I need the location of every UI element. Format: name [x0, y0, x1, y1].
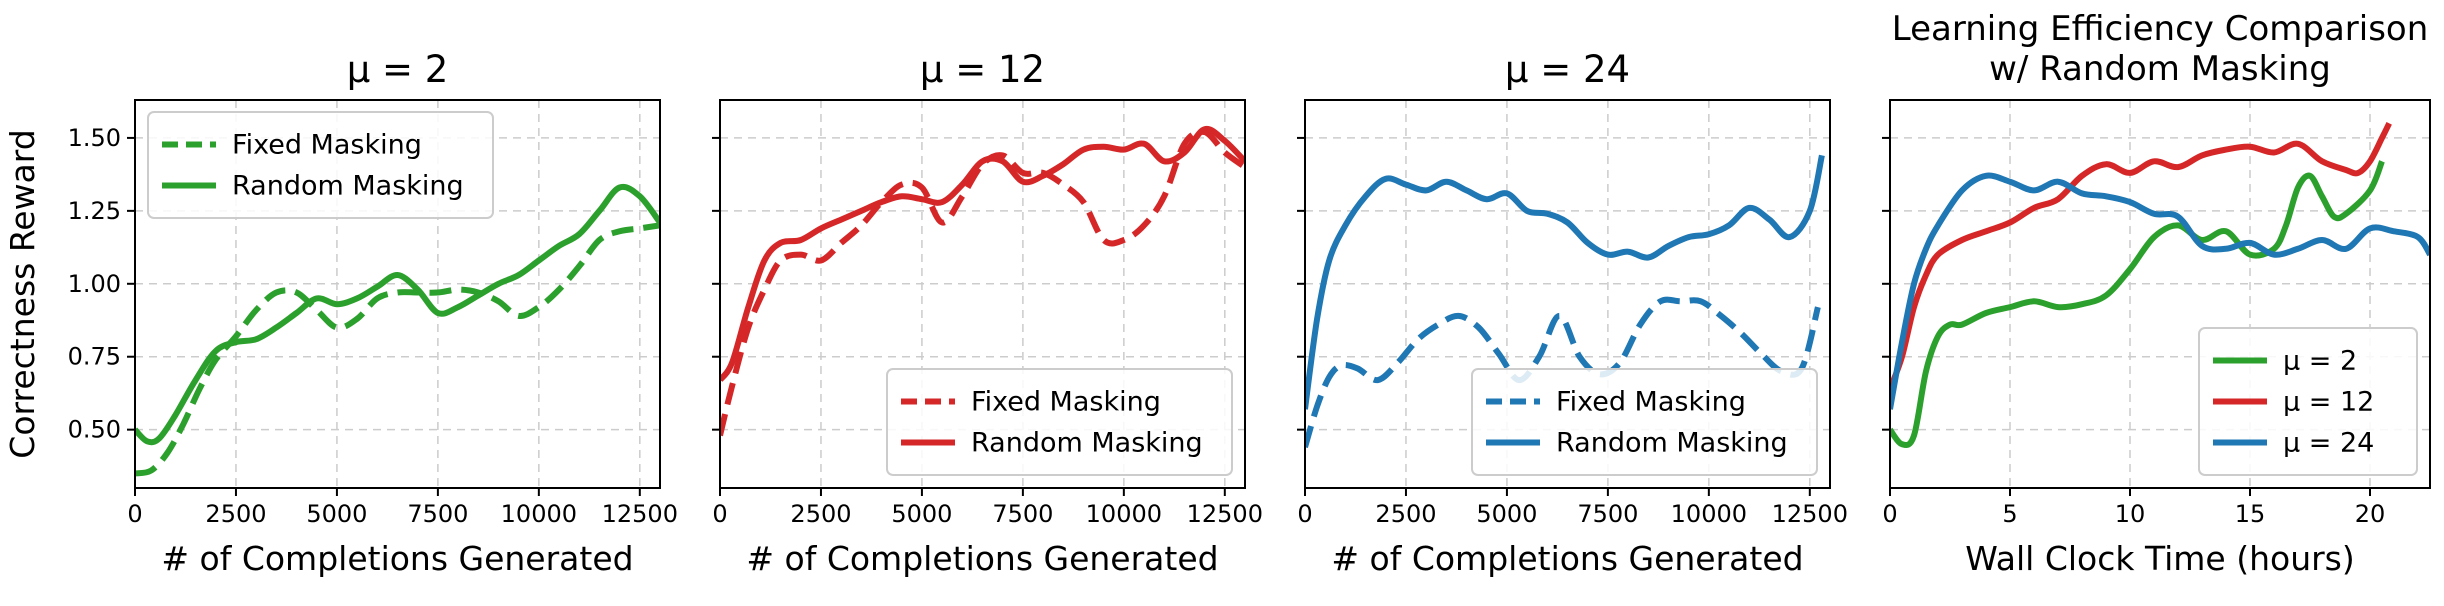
legend-box [2198, 327, 2418, 476]
x-tick-label: 2500 [790, 500, 851, 528]
x-tick-label: 5000 [306, 500, 367, 528]
subplot-1: 0 2500 5000 7500 10000 12500 0.50 0.75 1.00 1.25 1… [3, 48, 678, 578]
plot-frame [719, 99, 1246, 489]
legend-label: μ = 24 [2283, 428, 2374, 459]
series-line-2 [1305, 154, 1825, 410]
legend-label: Random Masking [971, 428, 1203, 459]
x-tick-label: 5000 [1476, 500, 1537, 528]
x-tick-label: 12500 [1187, 500, 1263, 528]
x-axis-label: Wall Clock Time (hours) [1965, 539, 2355, 578]
legend-box [1471, 368, 1818, 476]
chart-title-line: w/ Random Masking [1989, 49, 2331, 89]
series-line-1 [1890, 160, 2385, 449]
x-tick-label: 20 [2355, 500, 2386, 528]
subplot-3: 0 2500 5000 7500 10000 12500 μ = 24 # of Comple… [1297, 48, 1848, 578]
legend: Fixed Masking Random Masking [1471, 368, 1818, 476]
subplot-2: 0 2500 5000 7500 10000 12500 μ = 12 # of Comple… [712, 48, 1263, 578]
legend-label: Random Masking [232, 171, 464, 202]
x-tick-label: 10 [2115, 500, 2146, 528]
x-tick-label: 10000 [1086, 500, 1162, 528]
legend: Fixed Masking Random Masking [147, 111, 494, 219]
x-tick-label: 0 [1297, 500, 1312, 528]
legend-label: Fixed Masking [232, 130, 422, 161]
x-tick-label: 5 [2002, 500, 2017, 528]
series-line-1 [720, 128, 1245, 437]
x-axis-label: # of Completions Generated [161, 539, 633, 578]
x-tick-label: 2500 [1375, 500, 1436, 528]
y-tick-label: 1.00 [68, 270, 121, 298]
plot-frame [1889, 99, 2431, 489]
x-tick-label: 5000 [891, 500, 952, 528]
x-tick-label: 10000 [1671, 500, 1747, 528]
legend: Fixed Masking Random Masking [886, 368, 1233, 476]
chart-title: μ = 2 [347, 48, 449, 91]
y-tick-label: 1.50 [68, 124, 121, 152]
legend: μ = 2 μ = 12 μ = 24 [2198, 327, 2418, 476]
x-tick-label: 7500 [992, 500, 1053, 528]
series-line-1 [1305, 296, 1821, 449]
x-tick-label: 0 [1882, 500, 1897, 528]
x-tick-label: 0 [127, 500, 142, 528]
y-axis-label: Correctness Reward [3, 129, 42, 458]
subplot-4: 0 5 10 15 20 Learning Efficiency Comparisonw/… [1882, 9, 2431, 578]
legend-label: μ = 2 [2283, 346, 2357, 377]
x-tick-label: 0 [712, 500, 727, 528]
x-axis-label: # of Completions Generated [1331, 539, 1803, 578]
plot-frame [134, 99, 661, 489]
chart-title: μ = 12 [920, 48, 1045, 91]
legend-label: Fixed Masking [1556, 387, 1746, 418]
x-axis-label: # of Completions Generated [746, 539, 1218, 578]
chart-title: μ = 24 [1505, 48, 1630, 91]
series-line-3 [1890, 172, 2430, 410]
series-line-2 [1890, 122, 2392, 390]
x-tick-label: 12500 [602, 500, 678, 528]
y-tick-label: 0.50 [68, 416, 121, 444]
legend-label: Random Masking [1556, 428, 1788, 459]
chart-title-line: Learning Efficiency Comparison [1892, 9, 2429, 49]
x-tick-label: 2500 [205, 500, 266, 528]
y-tick-label: 1.25 [68, 197, 121, 225]
x-tick-label: 10000 [501, 500, 577, 528]
legend-label: Fixed Masking [971, 387, 1161, 418]
x-tick-label: 15 [2235, 500, 2266, 528]
legend-label: μ = 12 [2283, 387, 2374, 418]
legend-box [147, 111, 494, 219]
x-tick-label: 7500 [1577, 500, 1638, 528]
y-tick-label: 0.75 [68, 343, 121, 371]
legend-box [886, 368, 1233, 476]
series-line-2 [720, 125, 1245, 382]
series-line-2 [135, 183, 660, 446]
x-tick-label: 12500 [1772, 500, 1848, 528]
x-tick-label: 7500 [407, 500, 468, 528]
series-line-1 [135, 222, 660, 477]
plot-frame [1304, 99, 1831, 489]
